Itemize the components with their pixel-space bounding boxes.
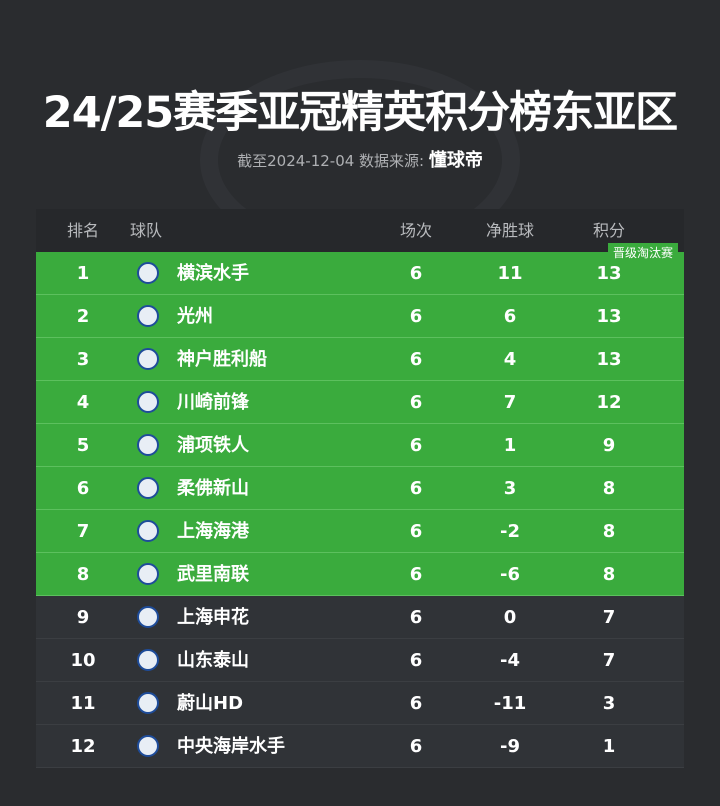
title: 24/25赛季亚冠精英积分榜东亚区: [42, 88, 678, 138]
played: 6: [409, 306, 423, 327]
rank: 3: [76, 349, 90, 370]
team-logo: [137, 348, 159, 370]
team-name: 浦项铁人: [177, 435, 249, 456]
goal-difference: 6: [503, 306, 517, 327]
goal-difference: -4: [500, 650, 520, 671]
column-header: 积分: [592, 221, 626, 240]
team-logo: [137, 434, 159, 456]
rank: 10: [70, 650, 96, 671]
played: 6: [409, 607, 423, 628]
team-logo: [137, 649, 159, 671]
standings-table: 排名 球队 场次 净胜球 积分 晋级淘汰赛 1 横滨水手 6 11 13 2 光州 6 6 13 3…: [36, 209, 684, 768]
played: 6: [409, 435, 423, 456]
table-row: 5 浦项铁人 6 1 9: [36, 424, 684, 467]
points: 13: [596, 306, 622, 327]
table-row: 7 上海海港 6 -2 8: [36, 510, 684, 553]
points: 8: [602, 478, 616, 499]
goal-difference: 3: [503, 478, 517, 499]
team-name: 上海海港: [177, 521, 249, 542]
played: 6: [409, 478, 423, 499]
played: 6: [409, 263, 423, 284]
rank: 6: [76, 478, 90, 499]
points: 7: [602, 607, 616, 628]
team-name: 神户胜利船: [177, 349, 267, 370]
table-row: 1 横滨水手 6 11 13: [36, 252, 684, 295]
team-logo: [137, 477, 159, 499]
team-logo: [137, 563, 159, 585]
played: 6: [409, 693, 423, 714]
team-logo: [137, 391, 159, 413]
played: 6: [409, 564, 423, 585]
table-row: 12 中央海岸水手 6 -9 1: [36, 725, 684, 768]
column-header: 排名: [66, 221, 100, 240]
rank: 12: [70, 736, 96, 757]
team-logo: [137, 692, 159, 714]
rank: 9: [76, 607, 90, 628]
team-name: 横滨水手: [177, 263, 249, 284]
points: 8: [602, 564, 616, 585]
team-logo: [137, 262, 159, 284]
qualify-badge: 晋级淘汰赛: [607, 243, 678, 262]
played: 6: [409, 736, 423, 757]
team-logo: [137, 606, 159, 628]
table-row: 10 山东泰山 6 -4 7: [36, 639, 684, 682]
played: 6: [409, 349, 423, 370]
goal-difference: -6: [500, 564, 520, 585]
points: 3: [602, 693, 616, 714]
rank: 2: [76, 306, 90, 327]
team-name: 上海申花: [177, 607, 249, 628]
goal-difference: -9: [500, 736, 520, 757]
goal-difference: -11: [493, 693, 527, 714]
table-row: 9 上海申花 6 0 7: [36, 596, 684, 639]
team-name: 川崎前锋: [177, 392, 249, 413]
played: 6: [409, 521, 423, 542]
rank: 4: [76, 392, 90, 413]
table-row: 6 柔佛新山 6 3 8: [36, 467, 684, 510]
table-row: 11 蔚山HD 6 -11 3: [36, 682, 684, 725]
subtitle-line: 截至2024-12-04 数据来源: 懂球帝: [0, 146, 720, 172]
goal-difference: 0: [503, 607, 517, 628]
table-row: 2 光州 6 6 13: [36, 295, 684, 338]
rank: 7: [76, 521, 90, 542]
points: 8: [602, 521, 616, 542]
team-logo: [137, 520, 159, 542]
goal-difference: 11: [497, 263, 523, 284]
rank: 11: [70, 693, 96, 714]
goal-difference: 1: [503, 435, 517, 456]
column-header: 净胜球: [485, 221, 535, 240]
header-row: 排名 球队 场次 净胜球 积分 晋级淘汰赛: [36, 209, 684, 262]
team-name: 武里南联: [177, 564, 249, 585]
goal-difference: 7: [503, 392, 517, 413]
column-header: 场次: [399, 221, 433, 240]
goal-difference: -2: [500, 521, 520, 542]
team-name: 光州: [177, 306, 213, 327]
team-name: 蔚山HD: [177, 693, 244, 714]
points: 9: [602, 435, 616, 456]
points: 7: [602, 650, 616, 671]
team-name: 中央海岸水手: [177, 736, 285, 757]
table-row: 3 神户胜利船 6 4 13: [36, 338, 684, 381]
team-logo: [137, 305, 159, 327]
played: 6: [409, 650, 423, 671]
team-name: 山东泰山: [177, 650, 249, 671]
source: 懂球帝: [428, 150, 483, 171]
table-row: 8 武里南联 6 -6 8: [36, 553, 684, 596]
rank: 5: [76, 435, 90, 456]
subtitle: 截至2024-12-04 数据来源:: [237, 152, 425, 170]
team-name: 柔佛新山: [177, 478, 249, 499]
table-row: 4 川崎前锋 6 7 12: [36, 381, 684, 424]
points: 1: [602, 736, 616, 757]
column-header: 球队: [130, 221, 163, 240]
team-logo: [137, 735, 159, 757]
goal-difference: 4: [503, 349, 517, 370]
rank: 1: [76, 263, 90, 284]
played: 6: [409, 392, 423, 413]
points: 12: [596, 392, 622, 413]
points: 13: [596, 263, 622, 284]
points: 13: [596, 349, 622, 370]
rank: 8: [76, 564, 90, 585]
